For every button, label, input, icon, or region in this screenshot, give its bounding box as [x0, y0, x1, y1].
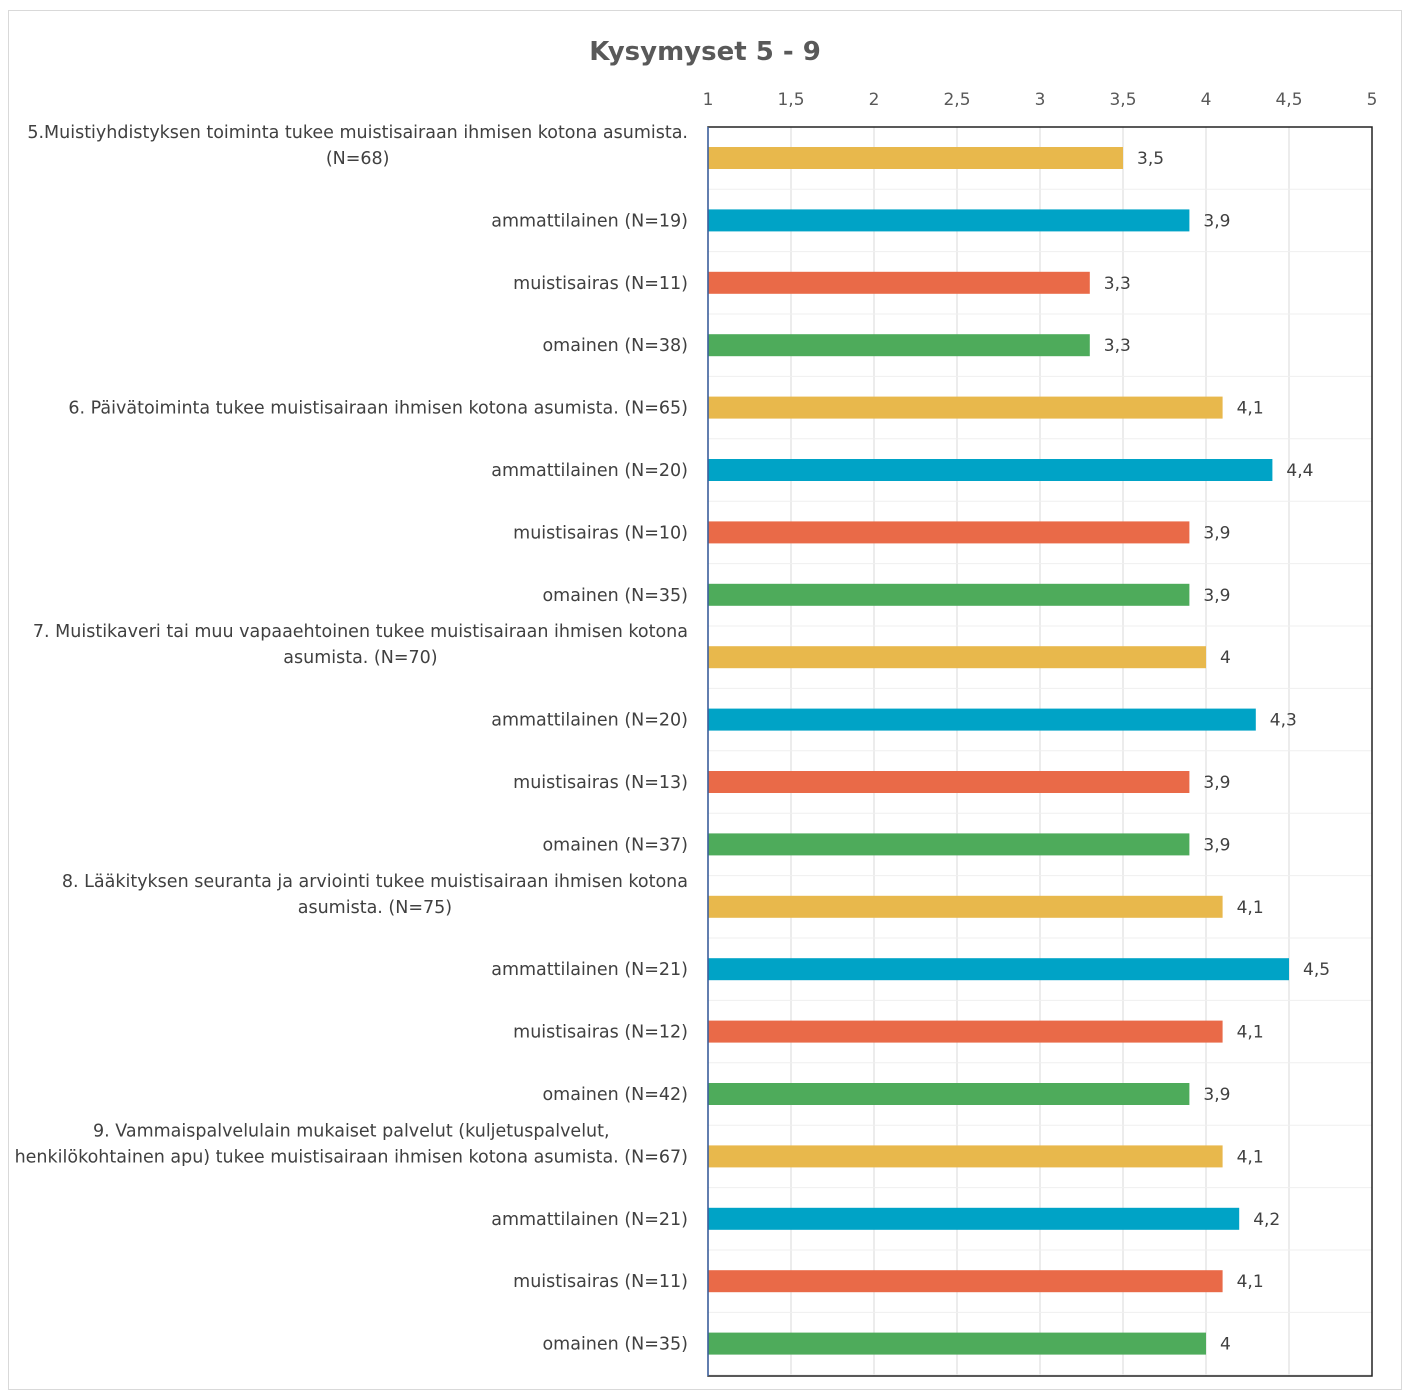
- tick-label: 3: [1035, 90, 1046, 110]
- axis-tick-labels: 1 1,5 2 2,5 3 3,5 4 4,5 5: [703, 90, 1378, 110]
- data-label: 4,2: [1253, 1210, 1280, 1230]
- data-label: 4,4: [1286, 461, 1313, 481]
- data-label: 3,9: [1203, 835, 1230, 855]
- category-label: ammattilainen (N=20): [491, 461, 688, 481]
- data-label: 4,3: [1270, 711, 1297, 731]
- tick-label: 3,5: [1109, 90, 1136, 110]
- data-label: 4,1: [1237, 399, 1264, 419]
- category-label: muistisairas (N=10): [513, 523, 688, 543]
- data-label: 3,9: [1203, 1085, 1230, 1105]
- bar-yhteensa: [708, 646, 1206, 669]
- bar-muistisairas: [708, 521, 1190, 544]
- tick-label: 2: [869, 90, 880, 110]
- bar-ammattilainen: [708, 708, 1256, 731]
- bar-omainen: [708, 583, 1190, 606]
- chart-title: Kysymyset 5 - 9: [589, 37, 821, 67]
- category-labels: 5.Muistiyhdistyksen toiminta tukee muist…: [15, 123, 688, 1355]
- tick-label: 1: [703, 90, 714, 110]
- bar-yhteensa: [708, 147, 1123, 169]
- bar-ammattilainen: [708, 958, 1289, 981]
- bars: [708, 147, 1289, 1355]
- bar-muistisairas: [708, 1020, 1223, 1043]
- data-label: 3,9: [1203, 211, 1230, 231]
- category-label: asumista. (N=70): [283, 648, 437, 668]
- tick-label: 2,5: [943, 90, 970, 110]
- category-label: omainen (N=37): [542, 835, 688, 855]
- category-label: ammattilainen (N=21): [491, 960, 688, 980]
- category-label: omainen (N=42): [542, 1085, 688, 1105]
- data-label: 4: [1220, 648, 1231, 668]
- category-label: ammattilainen (N=21): [491, 1210, 688, 1230]
- category-label: muistisairas (N=13): [513, 773, 688, 793]
- category-label: (N=68): [326, 149, 390, 169]
- category-label: omainen (N=35): [542, 1335, 688, 1355]
- category-label: muistisairas (N=11): [513, 274, 688, 294]
- data-label: 3,9: [1203, 586, 1230, 606]
- chart-frame: [8, 10, 1402, 1390]
- data-label: 4,1: [1237, 1023, 1264, 1043]
- category-label: asumista. (N=75): [298, 898, 452, 918]
- category-label: 6. Päivätoiminta tukee muistisairaan ihm…: [68, 399, 688, 419]
- data-label: 3,9: [1203, 523, 1230, 543]
- category-label: omainen (N=35): [542, 586, 688, 606]
- bar-yhteensa: [708, 895, 1223, 918]
- category-label: ammattilainen (N=19): [491, 211, 688, 231]
- data-label: 4,5: [1303, 960, 1330, 980]
- data-label: 4,1: [1237, 1272, 1264, 1292]
- tick-label: 4: [1201, 90, 1212, 110]
- tick-label: 5: [1367, 90, 1378, 110]
- tick-label: 4,5: [1275, 90, 1302, 110]
- data-label: 4,1: [1237, 898, 1264, 918]
- bar-omainen: [708, 833, 1190, 856]
- bar-ammattilainen: [708, 209, 1190, 232]
- category-label: muistisairas (N=11): [513, 1272, 688, 1292]
- tick-label: 1,5: [777, 90, 804, 110]
- data-label: 3,3: [1104, 336, 1131, 356]
- category-label: omainen (N=38): [542, 336, 688, 356]
- data-label: 3,3: [1104, 274, 1131, 294]
- bar-yhteensa: [708, 396, 1223, 419]
- bar-omainen: [708, 1332, 1206, 1355]
- bar-ammattilainen: [708, 459, 1273, 481]
- category-label: ammattilainen (N=20): [491, 711, 688, 731]
- category-label: 7. Muistikaveri tai muu vapaaehtoinen tu…: [33, 622, 688, 642]
- data-label: 4,1: [1237, 1147, 1264, 1167]
- bar-muistisairas: [708, 1270, 1223, 1293]
- bar-ammattilainen: [708, 1207, 1240, 1230]
- data-label: 3,9: [1203, 773, 1230, 793]
- bar-muistisairas: [708, 271, 1090, 294]
- data-label: 4: [1220, 1335, 1231, 1355]
- gridlines: [707, 127, 1373, 1376]
- category-label: muistisairas (N=12): [513, 1023, 688, 1043]
- data-label: 3,5: [1137, 149, 1164, 169]
- category-label: 8. Lääkityksen seuranta ja arviointi tuk…: [62, 872, 688, 892]
- data-labels: 3,5 3,9 3,3 3,3 4,1 4,4 3,9 3,9 4 4,3 3,9 3,9 4,1 4,5…: [1104, 149, 1330, 1355]
- bar-omainen: [708, 1083, 1190, 1105]
- category-label: 5.Muistiyhdistyksen toiminta tukee muist…: [27, 123, 688, 143]
- category-label: 9. Vammaispalvelulain mukaiset palvelut …: [93, 1121, 610, 1141]
- bar-yhteensa: [708, 1145, 1223, 1168]
- bar-muistisairas: [708, 771, 1190, 793]
- category-label: henkilökohtainen apu) tukee muistisairaa…: [15, 1147, 688, 1167]
- bar-omainen: [708, 334, 1090, 357]
